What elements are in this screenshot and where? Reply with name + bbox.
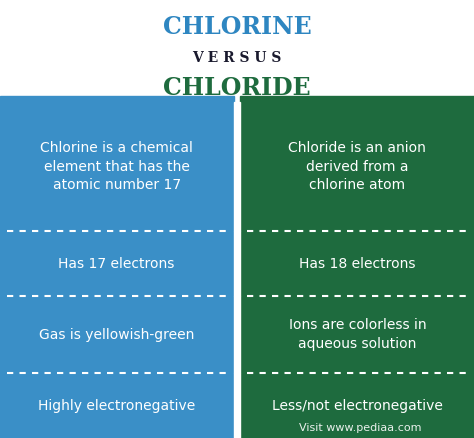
- Text: CHLORINE: CHLORINE: [163, 15, 311, 39]
- Text: Has 17 electrons: Has 17 electrons: [58, 257, 175, 271]
- Bar: [240, 373, 474, 438]
- Bar: [0, 96, 234, 102]
- Text: Less/not electronegative: Less/not electronegative: [272, 399, 443, 413]
- Bar: [0, 231, 234, 296]
- Bar: [234, 102, 240, 231]
- Text: V E R S U S: V E R S U S: [192, 51, 282, 65]
- Bar: [234, 373, 240, 438]
- Bar: [240, 231, 474, 296]
- Text: CHLORIDE: CHLORIDE: [163, 77, 311, 100]
- Text: Visit www.pediaa.com: Visit www.pediaa.com: [299, 424, 421, 433]
- Bar: [0, 296, 234, 373]
- Text: Ions are colorless in
aqueous solution: Ions are colorless in aqueous solution: [289, 318, 426, 351]
- Bar: [240, 296, 474, 373]
- Text: Has 18 electrons: Has 18 electrons: [299, 257, 416, 271]
- Text: Chlorine is a chemical
element that has the
atomic number 17: Chlorine is a chemical element that has …: [40, 141, 193, 192]
- Text: Gas is yellowish-green: Gas is yellowish-green: [39, 328, 194, 342]
- Bar: [0, 373, 234, 438]
- Bar: [240, 96, 474, 102]
- Text: Chloride is an anion
derived from a
chlorine atom: Chloride is an anion derived from a chlo…: [289, 141, 426, 192]
- Bar: [234, 231, 240, 296]
- Bar: [234, 296, 240, 373]
- Text: Highly electronegative: Highly electronegative: [38, 399, 195, 413]
- Bar: [0, 0, 474, 96]
- Bar: [240, 102, 474, 231]
- Bar: [0, 102, 234, 231]
